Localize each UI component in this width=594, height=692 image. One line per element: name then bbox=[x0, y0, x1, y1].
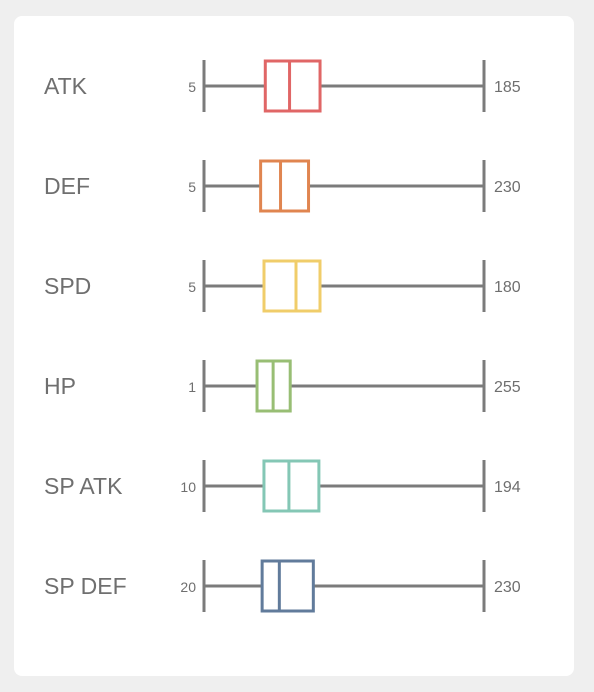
iqr-box bbox=[259, 159, 311, 213]
iqr-box bbox=[262, 259, 322, 313]
max-label: 180 bbox=[494, 279, 521, 296]
max-label: 255 bbox=[494, 379, 521, 396]
stat-label: SP DEF bbox=[44, 573, 127, 599]
max-label: 230 bbox=[494, 579, 521, 596]
min-label: 1 bbox=[188, 379, 196, 395]
stat-label: ATK bbox=[44, 73, 88, 99]
min-label: 10 bbox=[180, 479, 196, 495]
stat-label: HP bbox=[44, 373, 76, 399]
iqr-box bbox=[263, 59, 322, 113]
min-label: 5 bbox=[188, 79, 196, 95]
min-label: 5 bbox=[188, 179, 196, 195]
iqr-box bbox=[262, 459, 321, 513]
iqr-box bbox=[260, 559, 315, 613]
min-label: 20 bbox=[180, 579, 196, 595]
max-label: 230 bbox=[494, 179, 521, 196]
min-label: 5 bbox=[188, 279, 196, 295]
stat-label: DEF bbox=[44, 173, 90, 199]
stat-label: SP ATK bbox=[44, 473, 123, 499]
stat-label: SPD bbox=[44, 273, 91, 299]
max-label: 194 bbox=[494, 479, 521, 496]
max-label: 185 bbox=[494, 79, 521, 96]
